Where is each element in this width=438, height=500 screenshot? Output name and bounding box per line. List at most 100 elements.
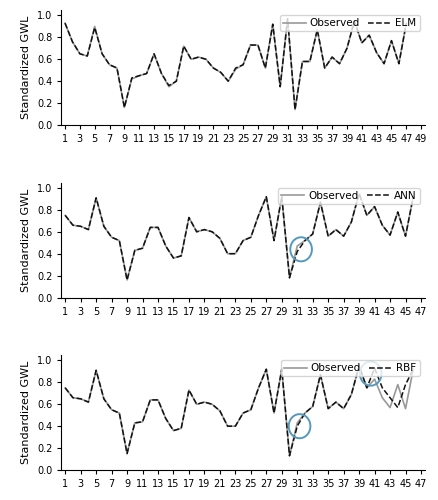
Observed [349,219,354,225]
Observed [233,423,238,429]
ANN [279,194,284,200]
Observed [63,385,68,391]
Observed [225,423,230,429]
Observed [70,39,75,45]
Observed [233,66,238,72]
RBF [70,394,75,400]
Observed [152,51,157,57]
Observed [325,233,331,239]
Observed [256,212,261,218]
Observed [381,60,387,66]
RBF [372,365,377,371]
ELM [374,50,379,56]
ANN [302,238,307,244]
Observed [70,222,75,228]
Observed [233,250,238,256]
RBF [155,397,161,403]
Observed [367,32,372,38]
Observed [388,404,393,410]
ANN [325,233,331,239]
RBF [264,366,269,372]
ELM [359,40,364,46]
Y-axis label: Standardized GWL: Standardized GWL [21,188,32,292]
Observed [310,404,315,409]
Observed [372,204,377,210]
Observed [278,84,283,89]
ANN [264,194,269,200]
Observed [264,194,269,200]
Line: Observed: Observed [65,194,413,280]
Observed [310,231,315,237]
Observed [86,399,91,405]
ELM [174,78,179,84]
ELM [300,58,305,64]
RBF [186,387,191,393]
Observed [203,56,208,62]
Observed [395,209,400,215]
ELM [329,54,335,60]
ANN [240,238,246,244]
RBF [93,368,99,374]
ELM [337,60,342,66]
Observed [117,410,122,416]
ELM [396,60,402,66]
ANN [372,204,377,210]
ELM [352,18,357,24]
Observed [318,372,323,378]
RBF [364,385,370,391]
ANN [202,226,207,232]
ELM [85,53,90,59]
RBF [248,407,254,413]
Observed [389,38,394,44]
RBF [194,402,199,407]
ELM [240,62,246,68]
Observed [124,450,130,456]
ANN [217,236,223,242]
Observed [295,420,300,426]
ELM [248,42,253,48]
ANN [109,234,114,240]
RBF [295,423,300,429]
ELM [144,70,149,76]
Observed [218,70,223,75]
Observed [240,62,246,68]
Observed [211,65,216,71]
Observed [248,234,254,240]
Observed [163,416,168,422]
Observed [357,363,362,369]
RBF [403,382,408,388]
Observed [122,104,127,110]
RBF [140,419,145,425]
Observed [92,24,97,30]
ELM [92,24,97,30]
Observed [99,51,105,57]
ANN [148,224,153,230]
Observed [248,407,254,413]
Observed [295,243,300,249]
ANN [341,233,346,239]
Observed [148,224,153,230]
ANN [357,190,362,196]
RBF [109,407,114,413]
Observed [314,26,320,32]
Observed [93,195,99,201]
ELM [233,65,238,71]
Observed [107,62,112,68]
RBF [256,385,261,391]
Observed [403,406,408,411]
Observed [186,387,191,393]
Observed [264,366,269,372]
ELM [344,46,350,52]
ANN [101,224,106,230]
RBF [395,404,400,410]
RBF [388,394,393,400]
ANN [78,224,83,230]
Observed [380,222,385,228]
Observed [217,408,223,414]
Observed [380,394,385,400]
RBF [318,372,323,378]
Observed [171,428,176,434]
ANN [117,238,122,244]
Observed [63,212,68,218]
ELM [181,43,186,49]
